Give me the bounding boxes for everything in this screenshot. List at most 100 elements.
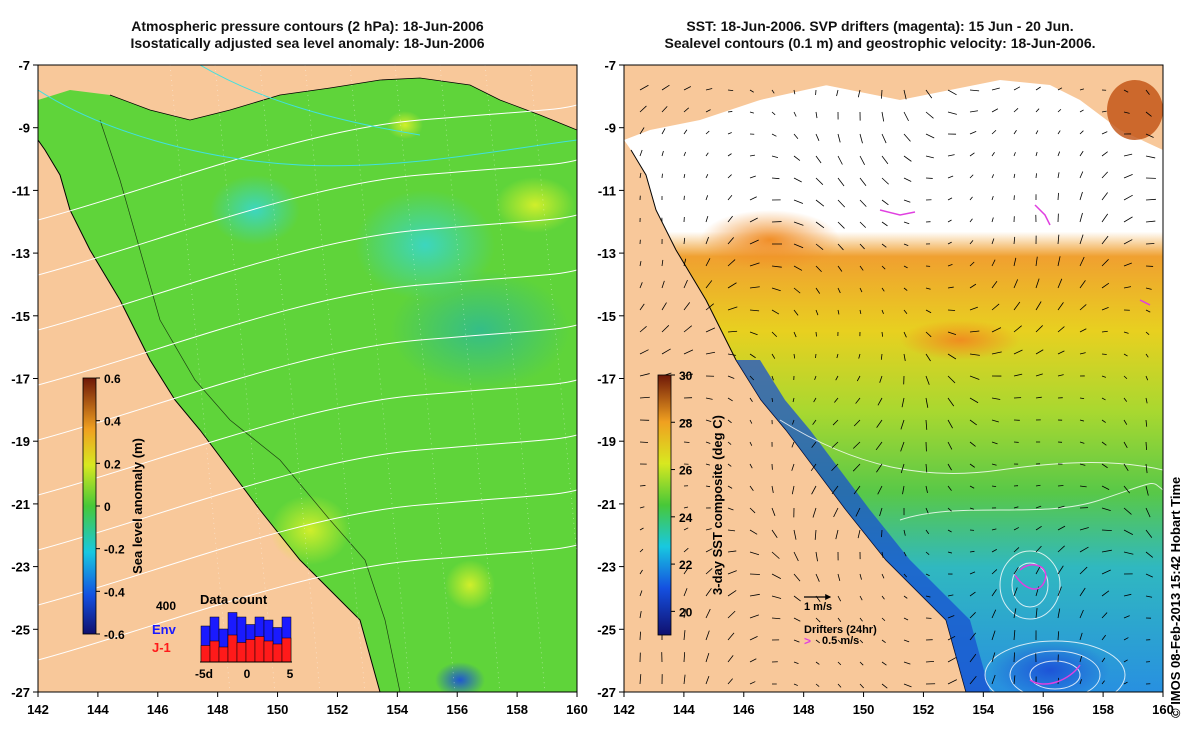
velocity-arrow (749, 353, 756, 359)
velocity-arrow (881, 573, 885, 579)
velocity-arrow (705, 568, 713, 575)
colorbar-tick-label: 20 (679, 605, 693, 619)
right-north-land (624, 65, 1163, 150)
velocity-arrow (815, 331, 817, 337)
sst-warm-patch-1 (700, 210, 840, 270)
velocity-arrow (683, 630, 686, 641)
velocity-arrow (947, 286, 954, 289)
pressure-contour-line (38, 89, 577, 167)
velocity-arrow (969, 174, 974, 179)
sst-hot-land-patch (1107, 80, 1163, 140)
velocity-arrow (991, 674, 996, 685)
velocity-arrow (727, 397, 733, 402)
inset-j1-bar (209, 640, 220, 663)
velocity-arrow (771, 331, 778, 338)
velocity-arrow (833, 507, 839, 518)
velocity-arrow (639, 105, 647, 113)
velocity-arrow (639, 349, 649, 355)
y-tick-label: -19 (11, 434, 30, 449)
velocity-arrow (969, 110, 978, 113)
velocity-arrow (812, 507, 817, 518)
velocity-arrow (1035, 484, 1041, 487)
velocity-arrow (792, 397, 795, 403)
velocity-arrow (1123, 375, 1128, 380)
velocity-arrow (815, 243, 824, 251)
velocity-arrow (683, 151, 686, 157)
velocity-arrow (991, 351, 1002, 355)
velocity-arrow (749, 658, 757, 663)
pressure-contour-line (38, 434, 577, 551)
right-colorbar-ticks: 30 28 26 24 22 20 (671, 369, 693, 619)
velocity-arrow (852, 463, 861, 472)
velocity-arrow (793, 331, 797, 338)
velocity-arrow (1013, 301, 1021, 311)
velocity-arrow (903, 199, 911, 203)
colorbar-tick-label: -0.4 (104, 585, 125, 599)
velocity-arrow (1123, 89, 1129, 93)
velocity-arrow (969, 612, 976, 619)
velocity-arrow (705, 485, 711, 488)
velocity-arrow (837, 639, 842, 644)
velocity-arrow (859, 309, 862, 315)
velocity-arrow (1079, 566, 1088, 575)
velocity-arrow (815, 155, 822, 164)
velocity-arrow (903, 309, 908, 314)
velocity-arrow (771, 573, 781, 579)
velocity-arrow (969, 196, 973, 201)
velocity-arrow (1057, 565, 1064, 575)
velocity-arrow (749, 175, 756, 179)
velocity-arrow (1123, 153, 1133, 157)
velocity-arrow (903, 111, 909, 122)
velocity-arrow (834, 397, 839, 403)
y-tick-label: -19 (597, 434, 616, 449)
velocity-arrow (991, 630, 996, 641)
velocity-arrow (749, 419, 753, 424)
velocity-arrow (639, 590, 643, 597)
velocity-arrow (705, 608, 711, 619)
velocity-arrow (969, 591, 976, 597)
sealevel-contour (1011, 562, 1049, 608)
y-tick-label: -11 (12, 183, 30, 198)
velocity-arrow (925, 155, 934, 159)
velocity-arrow (727, 282, 737, 289)
velocity-arrow (661, 150, 664, 157)
velocity-arrow (1079, 632, 1083, 641)
velocity-arrow (969, 571, 976, 575)
velocity-arrow (705, 351, 716, 355)
velocity-arrow (727, 632, 735, 641)
velocity-arrow (1079, 419, 1084, 422)
velocity-arrow (1101, 282, 1110, 289)
velocity-arrow (1079, 679, 1082, 685)
velocity-arrow (793, 155, 801, 161)
drifter-tracks (879, 204, 1151, 685)
velocity-arrow (969, 485, 975, 489)
velocity-arrow (856, 375, 861, 382)
x-tick-label: 150 (853, 702, 875, 717)
velocity-arrow (1079, 527, 1089, 531)
velocity-arrow (639, 527, 644, 531)
velocity-arrow (683, 325, 693, 333)
velocity-arrow (793, 89, 796, 95)
velocity-arrow (1145, 89, 1150, 95)
velocity-arrow (947, 89, 957, 96)
velocity-arrow (1013, 325, 1022, 333)
drifter-legend-title: Drifters (24hr) (804, 624, 877, 636)
colorbar-tick-label: 0 (104, 500, 111, 514)
pressure-contour-line (38, 159, 577, 276)
velocity-arrow (793, 133, 799, 139)
drifter-track (1034, 204, 1051, 226)
inset-j1-bar (200, 645, 211, 663)
velocity-arrow (991, 259, 996, 267)
velocity-arrow (683, 349, 694, 355)
velocity-arrow (1145, 155, 1156, 159)
velocity-arrow (683, 652, 686, 663)
x-tick-label: 142 (27, 702, 49, 717)
velocity-arrow (991, 303, 1000, 311)
velocity-arrow (749, 507, 756, 514)
velocity-arrow (1013, 152, 1016, 157)
pressure-contours (38, 65, 577, 661)
inset-j1-bar (227, 634, 238, 663)
velocity-arrow (749, 286, 760, 289)
velocity-arrow (1101, 235, 1109, 245)
velocity-arrow (683, 674, 686, 685)
